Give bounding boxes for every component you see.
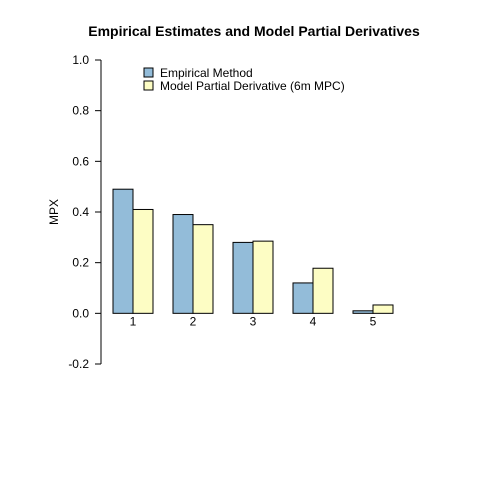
bar-empirical-4 <box>292 282 314 314</box>
y-axis-label: MPX <box>47 199 61 225</box>
x-tick-label: 2 <box>190 314 197 328</box>
y-tick-label: 1.0 <box>72 53 89 67</box>
x-tick-label: 1 <box>130 314 137 328</box>
x-tick-label: 4 <box>310 314 317 328</box>
bar-empirical-3 <box>232 241 254 314</box>
y-tick-label: 0.4 <box>72 205 89 219</box>
bar-empirical-2 <box>172 214 194 314</box>
legend-swatch <box>143 67 154 78</box>
y-tick-label: -0.2 <box>68 357 89 371</box>
legend-label: Empirical Method <box>160 66 253 80</box>
legend-swatch <box>143 80 154 91</box>
y-tick-label: 0.2 <box>72 256 89 270</box>
x-tick-label: 5 <box>370 314 377 328</box>
y-axis: -0.2 0.0 0.2 0.4 0.6 0.8 1.0 <box>68 53 102 371</box>
x-tick-labels: 1 2 3 4 5 <box>130 314 377 328</box>
bar-empirical-1 <box>112 188 134 314</box>
bar-model-3 <box>252 240 274 314</box>
x-tick-label: 3 <box>250 314 257 328</box>
bar-model-1 <box>132 208 154 314</box>
y-tick-label: 0.0 <box>72 306 89 320</box>
y-tick-label: 0.6 <box>72 154 89 168</box>
bar-model-5 <box>372 304 394 314</box>
bar-empirical-5 <box>352 310 374 314</box>
chart-title: Empirical Estimates and Model Partial De… <box>88 23 420 39</box>
bar-model-2 <box>192 224 214 314</box>
legend-label: Model Partial Derivative (6m MPC) <box>160 79 345 93</box>
bar-model-4 <box>312 267 334 314</box>
bars <box>112 188 394 314</box>
y-tick-label: 0.8 <box>72 104 89 118</box>
